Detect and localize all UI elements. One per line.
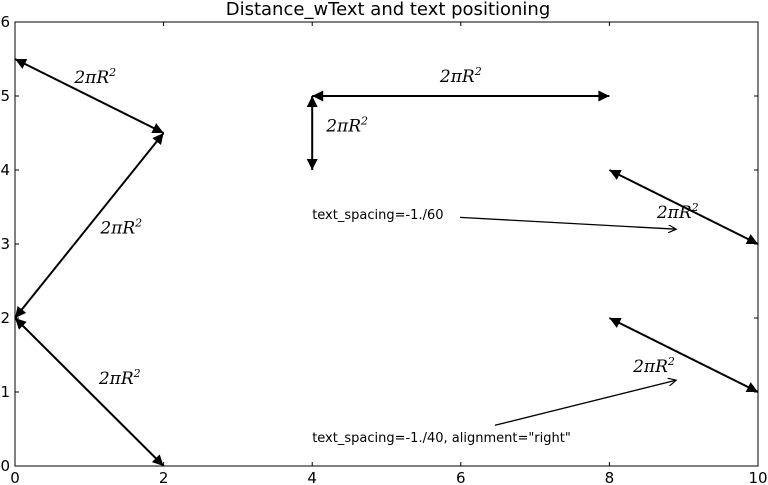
distance-label: 2πR2 (632, 355, 675, 377)
distance-label: 2πR2 (98, 367, 141, 389)
plot-frame (14, 21, 759, 467)
x-tick-label: 10 (748, 469, 767, 485)
distance-label: 2πR2 (99, 217, 142, 239)
distance-arrow (608, 317, 759, 393)
distance-label: 2πR2 (439, 65, 482, 87)
y-tick-label: 1 (0, 383, 10, 401)
distance-arrow (14, 317, 165, 467)
x-tick-label: 0 (10, 469, 20, 485)
annotation-arrow (460, 216, 676, 229)
chart-title: Distance_wText and text positioning (226, 0, 551, 20)
distance-label: 2πR2 (73, 66, 116, 88)
distance-label: 2πR2 (656, 201, 699, 223)
y-tick-label: 0 (0, 457, 10, 475)
y-tick-label: 6 (0, 13, 10, 31)
annotation-text: text_spacing=-1./60 (312, 208, 443, 223)
distance-arrow (14, 58, 165, 134)
y-tick-label: 3 (0, 235, 10, 253)
x-tick-label: 6 (456, 469, 466, 485)
distance-arrow (608, 169, 759, 245)
y-tick-label: 4 (0, 161, 10, 179)
x-tick-label: 4 (307, 469, 317, 485)
y-tick-label: 2 (0, 309, 10, 327)
annotation-text: text_spacing=-1./40, alignment="right" (312, 431, 571, 446)
x-tick-label: 2 (159, 469, 169, 485)
y-tick-label: 5 (0, 87, 10, 105)
distance-arrow (14, 132, 165, 319)
x-tick-label: 8 (605, 469, 615, 485)
distance-label: 2πR2 (325, 115, 368, 137)
annotation-arrow (494, 380, 676, 426)
